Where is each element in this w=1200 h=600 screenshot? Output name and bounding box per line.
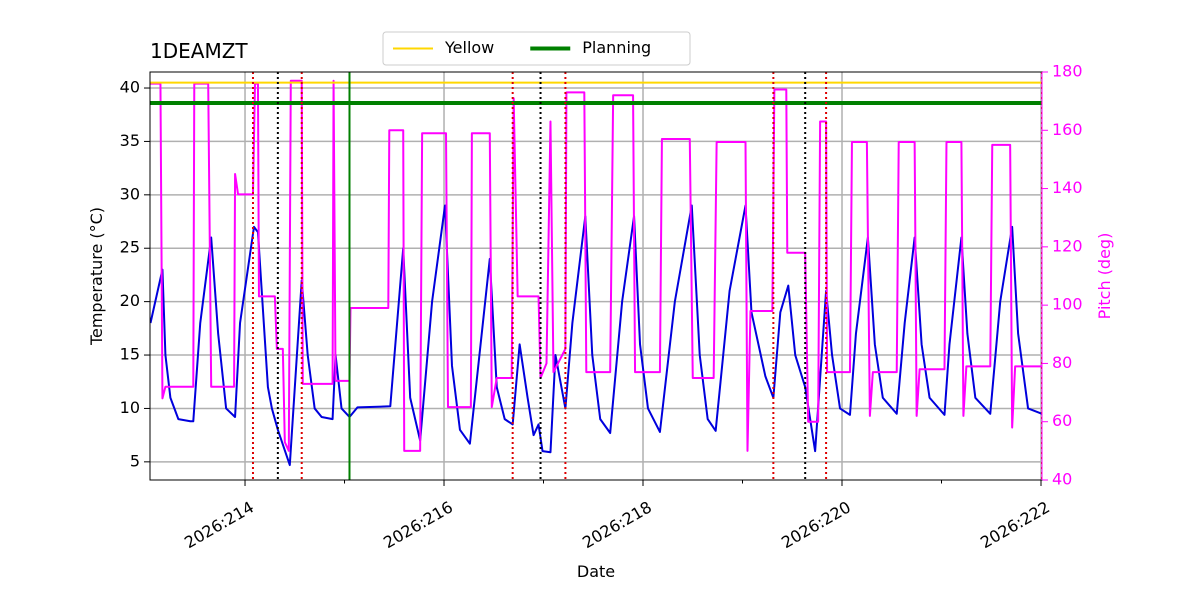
y2-tick-label: 40 [1052, 470, 1072, 489]
y-tick-label: 30 [120, 184, 140, 203]
y-tick-label: 25 [120, 238, 140, 257]
y2-tick-label: 180 [1052, 62, 1083, 81]
y2-tick-label: 140 [1052, 178, 1083, 197]
data-line [150, 204, 1042, 467]
y-tick-label: 40 [120, 78, 140, 97]
y-tick-label: 35 [120, 131, 140, 150]
x-axis-label: Date [577, 562, 615, 581]
y-tick-label: 20 [120, 291, 140, 310]
y2-tick-label: 80 [1052, 353, 1072, 372]
plot-area [150, 72, 1042, 480]
y2-tick-label: 60 [1052, 411, 1072, 430]
legend-label: Planning [582, 38, 651, 57]
chart-title: 1DEAMZT [150, 39, 248, 63]
legend-label: Yellow [444, 38, 494, 57]
y2-tick-label: 120 [1052, 236, 1083, 255]
y-axis-label: Temperature (°C) [87, 207, 106, 346]
y-tick-label: 10 [120, 398, 140, 417]
y2-axis-label: Pitch (deg) [1095, 233, 1114, 320]
y-tick-label: 5 [130, 451, 140, 470]
y2-tick-label: 100 [1052, 295, 1083, 314]
y-tick-label: 15 [120, 345, 140, 364]
y2-tick-label: 160 [1052, 120, 1083, 139]
